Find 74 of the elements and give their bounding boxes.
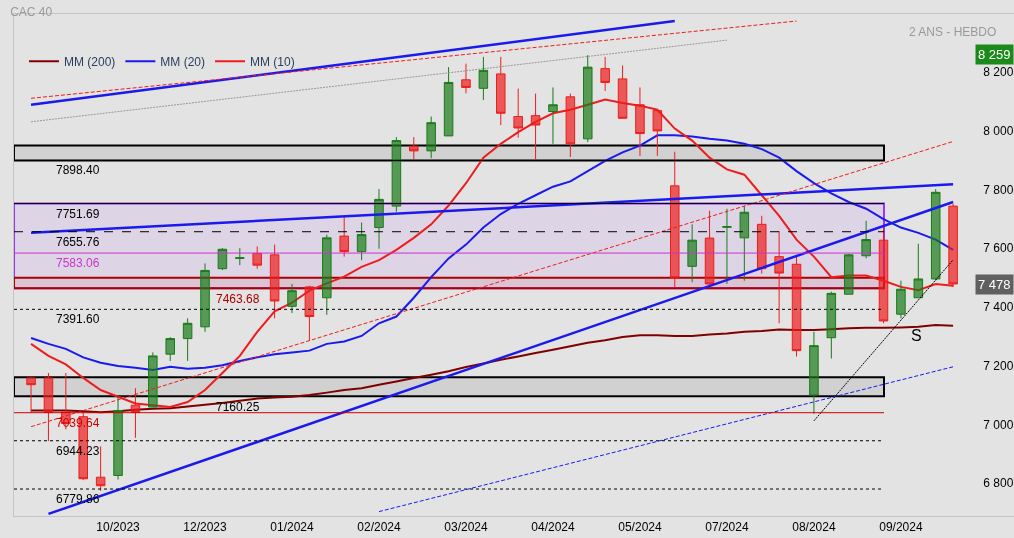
text: 8 259 bbox=[978, 47, 1011, 62]
candlestick bbox=[843, 253, 854, 295]
candlestick bbox=[704, 210, 715, 287]
candlestick bbox=[930, 188, 941, 282]
candlestick bbox=[548, 86, 558, 145]
candlestick bbox=[113, 396, 123, 481]
candlestick bbox=[687, 223, 697, 283]
x-tick-label: 09/2024 bbox=[879, 520, 923, 535]
y-tick-label: 7 000 bbox=[983, 417, 1014, 432]
candlestick bbox=[148, 351, 158, 408]
x-tick-label: 05/2024 bbox=[618, 520, 662, 535]
ref-line-label: 7751.69 bbox=[56, 207, 100, 221]
legend-label: MM (200) bbox=[64, 54, 116, 69]
candlestick bbox=[252, 245, 262, 270]
y-tick-label: 8 200 bbox=[983, 65, 1014, 80]
chart-title: CAC 40 bbox=[10, 5, 53, 20]
x-tick-label: 07/2024 bbox=[705, 520, 749, 535]
candlestick bbox=[200, 262, 210, 333]
x-tick-label: 01/2024 bbox=[270, 520, 315, 535]
candlestick bbox=[165, 336, 175, 362]
candlestick bbox=[756, 215, 767, 275]
candlestick bbox=[861, 220, 871, 259]
annotation: S bbox=[911, 327, 922, 344]
candlestick bbox=[443, 66, 454, 137]
ref-line-label: 7583.06 bbox=[56, 256, 100, 270]
annotation: 2 ANS - HEBDO bbox=[909, 25, 997, 39]
candlestick bbox=[826, 291, 837, 360]
x-tick-label: 10/2023 bbox=[96, 520, 141, 535]
candlestick bbox=[600, 56, 610, 92]
text: 7 478 bbox=[978, 277, 1011, 292]
x-tick-label: 12/2023 bbox=[183, 520, 228, 535]
candlestick bbox=[652, 109, 663, 157]
candlestick bbox=[896, 280, 906, 319]
candlestick bbox=[722, 208, 732, 285]
candlestick bbox=[461, 63, 471, 94]
ref-line-label: 7655.76 bbox=[56, 235, 100, 249]
candlestick bbox=[583, 54, 593, 143]
ref-line-label: 7898.40 bbox=[56, 163, 100, 177]
candlestick bbox=[791, 256, 802, 357]
candlestick bbox=[287, 283, 297, 314]
candlestick bbox=[409, 136, 419, 160]
candlestick bbox=[739, 205, 750, 282]
legend-label: MM (10) bbox=[250, 54, 295, 69]
candlestick bbox=[322, 234, 332, 316]
ref-line-label: 7391.60 bbox=[56, 312, 100, 326]
candlestick bbox=[235, 247, 245, 266]
y-tick-label: 8 000 bbox=[983, 123, 1014, 138]
candlestick bbox=[478, 56, 489, 101]
y-tick-label: 7 600 bbox=[983, 241, 1014, 256]
x-tick-label: 03/2024 bbox=[444, 520, 488, 535]
y-tick-label: 7 200 bbox=[983, 358, 1014, 373]
candlestick bbox=[809, 331, 819, 415]
candlestick bbox=[304, 285, 315, 341]
candlestick bbox=[182, 317, 193, 362]
x-tick-label: 08/2024 bbox=[792, 520, 836, 535]
candlestick bbox=[913, 243, 924, 299]
band-label: 7463.68 bbox=[216, 292, 260, 306]
y-tick-label: 6 800 bbox=[983, 476, 1014, 491]
band-label: 7160.25 bbox=[216, 400, 260, 414]
candlestick bbox=[426, 116, 436, 159]
candlestick bbox=[269, 244, 280, 319]
candlestick bbox=[669, 151, 680, 288]
candlestick bbox=[339, 216, 349, 258]
candlestick bbox=[356, 222, 367, 261]
line-series bbox=[30, 324, 955, 414]
x-tick-label: 04/2024 bbox=[531, 520, 575, 535]
candlestick bbox=[496, 56, 506, 126]
y-tick-label: 7 400 bbox=[983, 300, 1014, 315]
candlestick bbox=[391, 136, 402, 213]
x-tick-label: 02/2024 bbox=[357, 520, 402, 535]
legend-label: MM (20) bbox=[160, 54, 206, 69]
candlestick bbox=[26, 376, 36, 413]
candlestick bbox=[878, 227, 889, 324]
y-tick-label: 7 800 bbox=[983, 182, 1014, 197]
